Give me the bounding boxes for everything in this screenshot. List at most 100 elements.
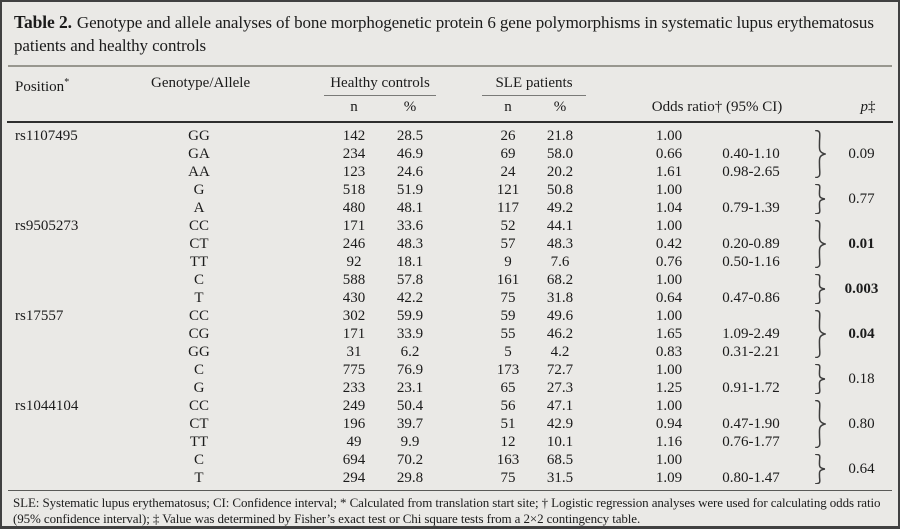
sle-n-cell: 26 — [500, 128, 516, 144]
table-title: Table 2. Genotype and allele analyses of … — [2, 2, 898, 62]
column-header-sle-pct: % — [553, 99, 567, 115]
table-header: Position* Genotype/Allele Healthy contro… — [2, 67, 898, 120]
p-value: 0.09 — [848, 146, 875, 162]
odds-ratio-cell: 1.09 — [655, 470, 683, 486]
table-row: G 518 51.9 121 50.8 1.00 — [7, 181, 893, 199]
p-value-block: 0.01 — [813, 217, 897, 271]
genotype-allele-cell: CT — [189, 416, 209, 432]
confidence-interval-cell: 1.09-2.49 — [722, 326, 780, 342]
sle-n-cell: 55 — [500, 326, 516, 342]
sle-pct-cell: 58.0 — [546, 146, 574, 162]
position-cell — [7, 289, 145, 307]
table-row: T 430 42.2 75 31.8 0.64 0.47-0.86 — [7, 289, 893, 307]
odds-ratio-cell: 1.00 — [655, 182, 683, 198]
column-header-genotype-allele: Genotype/Allele — [151, 75, 251, 91]
position-cell — [7, 361, 145, 379]
confidence-interval-cell — [703, 181, 799, 199]
healthy-n-cell: 142 — [342, 128, 366, 144]
table-row: GG 31 6.2 5 4.2 0.83 0.31-2.21 — [7, 343, 893, 361]
sle-n-cell: 56 — [500, 398, 516, 414]
healthy-n-cell: 775 — [342, 362, 366, 378]
sle-n-cell: 9 — [504, 254, 512, 270]
healthy-pct-cell: 48.1 — [396, 200, 424, 216]
p-value-block: 0.64 — [813, 451, 897, 487]
confidence-interval-cell: 0.80-1.47 — [722, 470, 780, 486]
sle-n-cell: 69 — [500, 146, 516, 162]
odds-ratio-cell: 1.00 — [655, 452, 683, 468]
column-header-sle-patients: SLE patients — [482, 72, 586, 96]
healthy-n-cell: 302 — [342, 308, 366, 324]
sle-pct-cell: 46.2 — [546, 326, 574, 342]
table-row: rs1107495 GG 142 28.5 26 21.8 1.00 — [7, 127, 893, 145]
genotype-allele-cell: GA — [188, 146, 210, 162]
sle-pct-cell: 31.5 — [546, 470, 574, 486]
table-row: C 694 70.2 163 68.5 1.00 — [7, 451, 893, 469]
sle-n-cell: 65 — [500, 380, 516, 396]
position-cell — [7, 145, 145, 163]
genotype-allele-cell: TT — [189, 434, 209, 450]
brace-icon — [813, 454, 826, 484]
p-value: 0.80 — [848, 416, 875, 432]
table-row: rs17557 CC 302 59.9 59 49.6 1.00 — [7, 307, 893, 325]
sle-pct-cell: 44.1 — [546, 218, 574, 234]
table-row: C 588 57.8 161 68.2 1.00 — [7, 271, 893, 289]
table-row: rs9505273 CC 171 33.6 52 44.1 1.00 — [7, 217, 893, 235]
table-body: rs1107495 GG 142 28.5 26 21.8 1.00 GA 234 46.9 69 5… — [2, 123, 898, 489]
sle-pct-cell: 68.5 — [546, 452, 574, 468]
healthy-n-cell: 694 — [342, 452, 366, 468]
healthy-pct-cell: 59.9 — [396, 308, 424, 324]
position-cell — [7, 199, 145, 217]
sle-n-cell: 59 — [500, 308, 516, 324]
healthy-pct-cell: 18.1 — [396, 254, 424, 270]
odds-ratio-cell: 1.16 — [655, 434, 683, 450]
genotype-allele-cell: T — [194, 290, 204, 306]
table-row: TT 92 18.1 9 7.6 0.76 0.50-1.16 — [7, 253, 893, 271]
column-header-odds-ratio: Odds ratio† (95% CI) — [651, 99, 783, 115]
healthy-pct-cell: 57.8 — [396, 272, 424, 288]
position-cell: rs1107495 — [15, 128, 78, 144]
confidence-interval-cell — [703, 451, 799, 469]
sle-pct-cell: 49.6 — [546, 308, 574, 324]
sle-pct-cell: 47.1 — [546, 398, 574, 414]
p-value-block: 0.80 — [813, 397, 897, 451]
table-row: A 480 48.1 117 49.2 1.04 0.79-1.39 — [7, 199, 893, 217]
position-cell: rs9505273 — [15, 218, 79, 234]
column-header-p-value: p‡ — [860, 99, 876, 115]
odds-ratio-cell: 0.83 — [655, 344, 683, 360]
healthy-pct-cell: 76.9 — [396, 362, 424, 378]
sle-n-cell: 5 — [504, 344, 512, 360]
healthy-n-cell: 49 — [346, 434, 362, 450]
healthy-pct-cell: 39.7 — [396, 416, 424, 432]
sle-pct-cell: 31.8 — [546, 290, 574, 306]
confidence-interval-cell — [703, 217, 799, 235]
table-row: CG 171 33.9 55 46.2 1.65 1.09-2.49 — [7, 325, 893, 343]
sle-pct-cell: 50.8 — [546, 182, 574, 198]
sle-pct-cell: 49.2 — [546, 200, 574, 216]
column-header-sle-n: n — [504, 99, 512, 115]
genotype-allele-cell: CT — [189, 236, 209, 252]
table-row: AA 123 24.6 24 20.2 1.61 0.98-2.65 — [7, 163, 893, 181]
column-header-healthy-n: n — [350, 99, 358, 115]
healthy-n-cell: 480 — [342, 200, 366, 216]
p-value: 0.01 — [848, 236, 875, 252]
odds-ratio-cell: 1.61 — [655, 164, 683, 180]
p-value-block: 0.003 — [813, 271, 897, 307]
healthy-n-cell: 246 — [342, 236, 366, 252]
footnote-divider — [8, 490, 892, 491]
healthy-pct-cell: 51.9 — [396, 182, 424, 198]
healthy-pct-cell: 9.9 — [400, 434, 420, 450]
position-cell: rs17557 — [15, 308, 64, 324]
sle-n-cell: 121 — [496, 182, 520, 198]
sle-pct-cell: 42.9 — [546, 416, 574, 432]
brace-icon — [813, 364, 826, 394]
confidence-interval-cell: 0.79-1.39 — [722, 200, 780, 216]
healthy-pct-cell: 33.9 — [396, 326, 424, 342]
odds-ratio-cell: 0.94 — [655, 416, 683, 432]
p-value: 0.77 — [848, 191, 875, 207]
healthy-pct-cell: 23.1 — [396, 380, 424, 396]
odds-ratio-cell: 1.00 — [655, 308, 683, 324]
sle-pct-cell: 68.2 — [546, 272, 574, 288]
odds-ratio-cell: 0.64 — [655, 290, 683, 306]
odds-ratio-cell: 0.42 — [655, 236, 683, 252]
